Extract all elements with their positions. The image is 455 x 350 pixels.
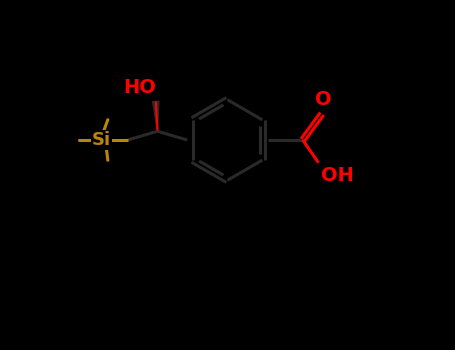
Text: OH: OH (321, 166, 354, 185)
Text: O: O (315, 90, 332, 109)
Text: HO: HO (124, 78, 157, 97)
Text: Si: Si (92, 131, 111, 149)
Polygon shape (152, 101, 159, 131)
